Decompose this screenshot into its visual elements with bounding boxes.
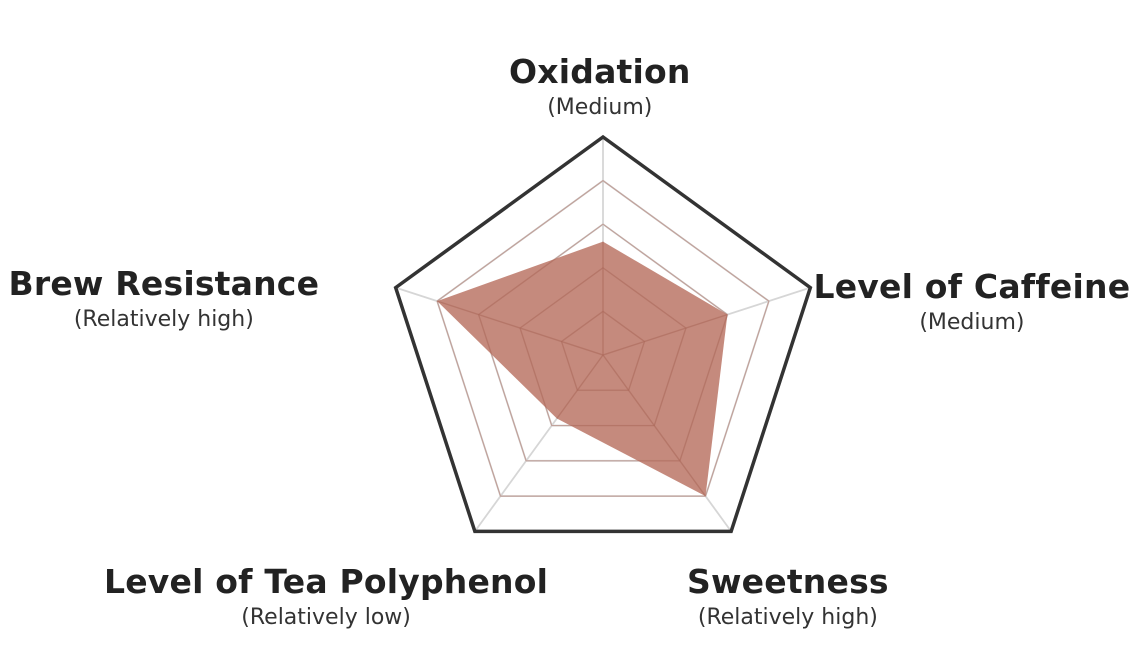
grid-ring-overlay-2 (519, 267, 687, 427)
axis-level-sweetness: (Relatively high) (697, 605, 878, 630)
axis-level-brew-resistance: (Relatively high) (73, 307, 254, 332)
axis-name-oxidation: Oxidation (509, 52, 691, 91)
axis-name-sweetness: Sweetness (687, 562, 889, 601)
grid-ring-overlay-4 (436, 179, 770, 497)
data-area (437, 241, 728, 497)
axis-label-brew-resistance: Brew Resistance (Relatively high) (9, 264, 320, 332)
axis-label-caffeine: Level of Caffeine (Medium) (814, 267, 1131, 335)
grid-ring-4 (436, 179, 770, 497)
axis-level-tea-polyphenol: (Relatively low) (241, 605, 411, 630)
axis-level-caffeine: (Medium) (919, 310, 1025, 335)
axis-label-sweetness: Sweetness (Relatively high) (687, 562, 889, 630)
outer-frame (393, 134, 813, 534)
axis-name-brew-resistance: Brew Resistance (8, 264, 320, 303)
spoke-overlay-1 (602, 314, 728, 356)
spoke-overlay-2 (602, 354, 706, 497)
axis-level-oxidation: (Medium) (547, 95, 653, 120)
axis-label-oxidation: Oxidation (Medium) (509, 52, 691, 120)
spoke-overlay-4 (436, 300, 604, 356)
axis-label-tea-polyphenol: Level of Tea Polyphenol (Relatively low) (104, 562, 548, 630)
axis-name-tea-polyphenol: Level of Tea Polyphenol (104, 562, 549, 601)
grid-ring-overlay-1 (560, 310, 646, 391)
spoke-overlay-3 (556, 354, 604, 419)
grid-ring-overlay-3 (477, 223, 729, 462)
axis-name-caffeine: Level of Caffeine (813, 267, 1131, 306)
